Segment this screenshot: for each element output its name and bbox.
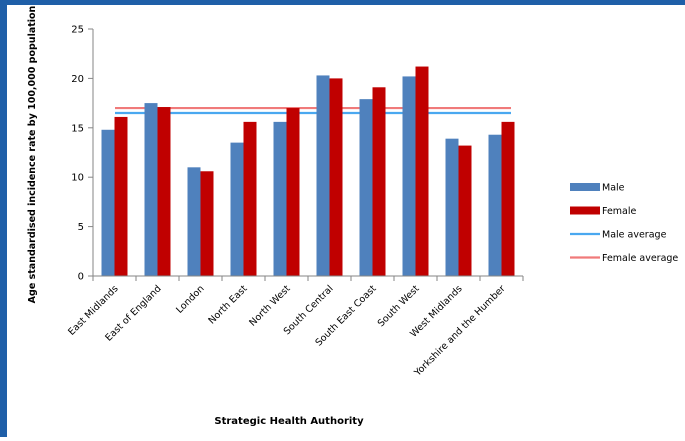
bar-male bbox=[273, 121, 287, 276]
y-tick-label: 0 bbox=[78, 272, 84, 283]
legend-label-male-average: Male average bbox=[602, 230, 667, 241]
legend-swatch-female bbox=[570, 206, 600, 215]
bar-male bbox=[316, 75, 330, 276]
y-axis-title: Age standardised incidence rate by 100,0… bbox=[27, 5, 38, 303]
bar-female bbox=[458, 145, 472, 276]
bar-female bbox=[501, 121, 515, 276]
y-axis-title-group: Age standardised incidence rate by 100,0… bbox=[27, 5, 38, 303]
bar-male bbox=[402, 76, 416, 276]
x-tick-label: Yorkshire and the Humber bbox=[412, 283, 508, 379]
x-tick-label: South West bbox=[376, 283, 422, 329]
bar-female bbox=[415, 66, 429, 276]
legend: Male Female Male average Female average bbox=[570, 183, 678, 264]
bar-female bbox=[286, 108, 300, 276]
bar-chart: Age standardised incidence rate by 100,0… bbox=[27, 5, 678, 427]
bar-female bbox=[372, 87, 386, 277]
y-axis-ticks: 0 5 10 15 20 25 bbox=[71, 25, 93, 283]
legend-swatch-male bbox=[570, 183, 600, 191]
legend-label-female: Female bbox=[602, 206, 637, 217]
bar-male bbox=[187, 167, 201, 276]
bar-female bbox=[329, 78, 343, 277]
y-tick-label: 15 bbox=[71, 123, 84, 134]
bar-male bbox=[488, 134, 502, 276]
bar-male bbox=[445, 138, 459, 276]
y-tick-label: 25 bbox=[71, 25, 84, 36]
x-axis-title: Strategic Health Authority bbox=[214, 416, 364, 427]
bar-female bbox=[200, 171, 214, 276]
bar-male bbox=[230, 142, 244, 276]
legend-label-male: Male bbox=[602, 183, 625, 194]
bar-female bbox=[157, 107, 171, 276]
bar-male bbox=[359, 99, 373, 276]
x-tick-label: North East bbox=[206, 283, 249, 326]
bar-female bbox=[114, 116, 128, 276]
x-tick-label: North West bbox=[247, 283, 292, 328]
y-tick-label: 10 bbox=[71, 173, 84, 184]
bar-male bbox=[144, 103, 158, 276]
y-tick-label: 20 bbox=[71, 74, 84, 85]
y-tick-label: 5 bbox=[78, 222, 84, 233]
bar-male bbox=[101, 129, 115, 276]
bars bbox=[101, 66, 515, 277]
x-tick-label: London bbox=[174, 283, 206, 315]
legend-label-female-average: Female average bbox=[602, 253, 678, 264]
average-lines bbox=[115, 106, 511, 115]
bar-female bbox=[243, 121, 257, 276]
